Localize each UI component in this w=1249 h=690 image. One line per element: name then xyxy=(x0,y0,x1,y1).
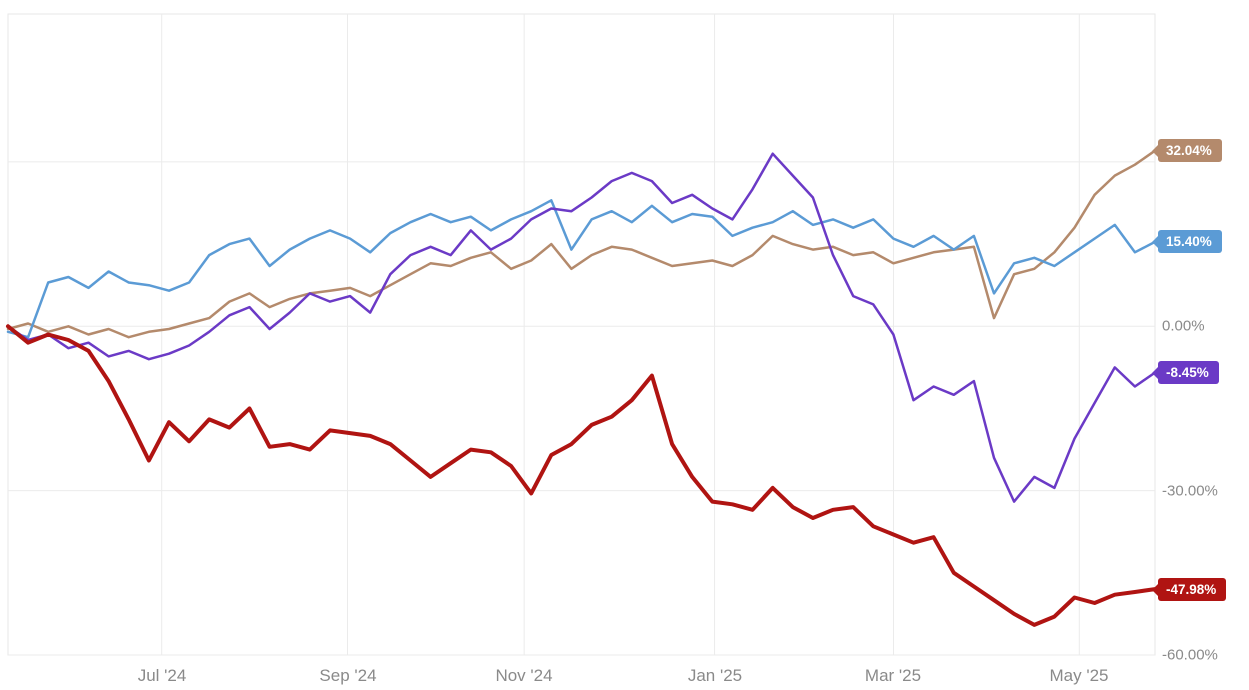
series-red-line xyxy=(6,324,1157,627)
end-label-blue-series: 15.40% xyxy=(1158,230,1222,253)
x-tick-label-jul24: Jul '24 xyxy=(137,666,187,685)
end-label-tan-series: 32.04% xyxy=(1158,139,1222,162)
x-tick-label-may25: May '25 xyxy=(1049,666,1109,685)
series-blue-line xyxy=(6,199,1157,339)
y-tick-label-minus30: -30.00% xyxy=(1162,482,1218,500)
y-tick-label-0: 0.00% xyxy=(1162,317,1205,335)
x-tick-label-nov24: Nov '24 xyxy=(495,666,553,685)
x-tick-label-jan25: Jan '25 xyxy=(687,666,743,685)
series-purple-line xyxy=(6,152,1157,503)
end-label-purple-series: -8.45% xyxy=(1158,361,1219,384)
end-label-red-series: -47.98% xyxy=(1158,578,1227,601)
y-tick-label-minus60: -60.00% xyxy=(1162,646,1218,664)
x-tick-label-mar25: Mar '25 xyxy=(864,666,922,685)
x-tick-label-sep24: Sep '24 xyxy=(319,666,377,685)
plot-frame xyxy=(7,13,1156,656)
series-tan-line xyxy=(6,149,1157,339)
